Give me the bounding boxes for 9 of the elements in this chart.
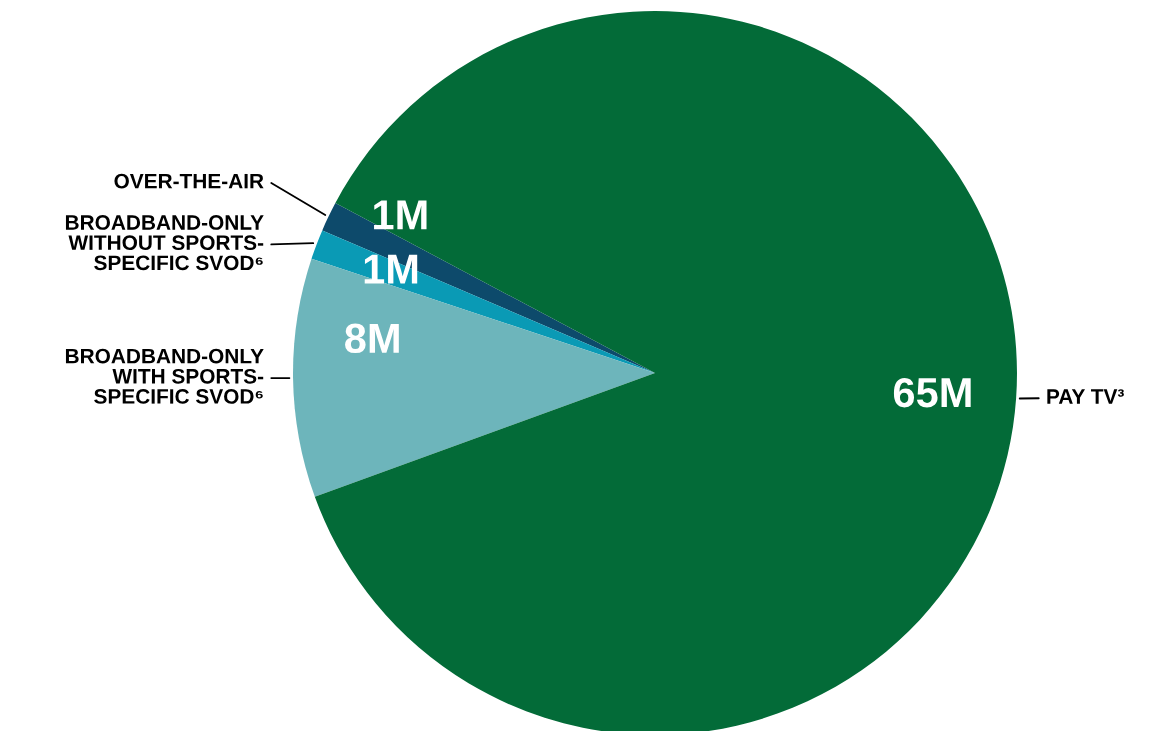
slice-label: BROADBAND-ONLY WITH SPORTS- SPECIFIC SVOD⁶ xyxy=(65,348,264,404)
slice-label: BROADBAND-ONLY WITHOUT SPORTS- SPECIFIC SVOD⁶ xyxy=(65,215,264,271)
data-label: 1M xyxy=(364,254,418,284)
data-label: 1M xyxy=(374,200,427,230)
slice-label: OVER-THE-AIR xyxy=(114,173,264,189)
data-label: 8M xyxy=(345,323,399,354)
data-label: 65M xyxy=(893,377,971,408)
slice-label: PAY TV³ xyxy=(1047,389,1124,404)
pie-slice xyxy=(311,230,655,373)
